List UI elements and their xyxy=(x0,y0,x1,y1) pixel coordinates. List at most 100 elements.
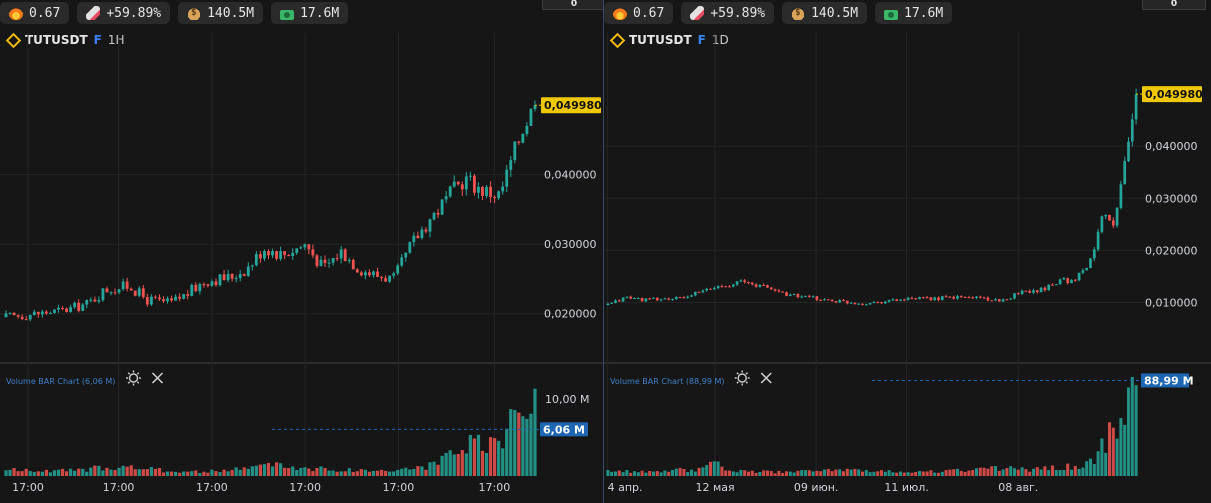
chart-panel-1d[interactable]: 0.67 +59.89% 140.5M 17.6M 0 TUTUSDT F 1D… xyxy=(604,0,1211,503)
volume-bar xyxy=(1012,468,1017,476)
candle-body xyxy=(359,272,363,276)
timeframe-label[interactable]: 1H xyxy=(107,33,125,47)
volume-bar xyxy=(921,471,925,476)
candle-body xyxy=(636,298,640,300)
close-icon xyxy=(760,372,772,384)
chart-toggle-button[interactable]: 0 xyxy=(1142,0,1206,10)
candle-body xyxy=(287,255,291,257)
symbol-label[interactable]: TUTUSDT xyxy=(25,33,88,47)
volume-bar xyxy=(52,470,57,476)
y-axis-tick-label: 0,020000 xyxy=(544,308,597,321)
candle-body xyxy=(141,288,145,297)
cash-icon xyxy=(280,10,295,20)
volume-bar xyxy=(315,467,319,476)
volume-bar xyxy=(283,467,287,476)
volume-bar xyxy=(186,471,190,476)
candle-body xyxy=(766,285,769,288)
volume-bar xyxy=(997,470,1001,476)
candle-body xyxy=(129,288,133,291)
candle-body xyxy=(32,311,36,316)
volume-bar xyxy=(701,467,705,476)
candle-body xyxy=(65,308,69,313)
candle-body xyxy=(621,297,625,302)
candle-body xyxy=(420,229,424,238)
candle-body xyxy=(283,251,287,256)
candle-body xyxy=(815,296,819,300)
volume-bar xyxy=(1126,387,1131,476)
volume-bar xyxy=(218,472,222,476)
volume-bar xyxy=(754,472,758,476)
volume-bar xyxy=(145,469,149,476)
candle-body xyxy=(16,315,20,317)
volume-bar xyxy=(621,472,625,476)
candle-body xyxy=(834,301,838,303)
volume-bar xyxy=(497,440,501,476)
candle-body xyxy=(1054,284,1058,286)
volume-bar xyxy=(914,472,918,476)
volume-bar xyxy=(1005,468,1009,476)
candle-body xyxy=(258,254,262,259)
candle-body xyxy=(40,311,44,315)
volume-bar xyxy=(712,461,716,476)
panel-divider[interactable] xyxy=(603,0,604,503)
candle-body xyxy=(785,292,788,296)
symbol-label[interactable]: TUTUSDT xyxy=(629,33,692,47)
volume-bar xyxy=(299,467,303,476)
volume-bar xyxy=(693,471,697,476)
chart-panel-1h[interactable]: 0.67 +59.89% 140.5M 17.6M 0 TUTUSDT F 1H… xyxy=(0,0,603,503)
volume-bar xyxy=(400,468,404,476)
volume-bar xyxy=(420,466,424,476)
candle-body xyxy=(529,109,533,126)
candle-body xyxy=(804,295,807,297)
candle-body xyxy=(709,288,712,290)
volume-bar xyxy=(830,471,834,476)
candle-body xyxy=(388,275,392,282)
candle-body xyxy=(773,289,777,291)
volume-bar xyxy=(990,466,994,476)
x-axis-tick-label: 17:00 xyxy=(383,481,415,494)
volume-bar xyxy=(456,453,460,476)
candle-body xyxy=(1085,267,1089,271)
volume-bar xyxy=(883,471,887,476)
volume-bar xyxy=(1050,465,1055,476)
candle-body xyxy=(162,299,165,302)
volume-bar xyxy=(303,467,307,476)
candle-body xyxy=(849,302,853,304)
chart-toggle-button[interactable]: 0 xyxy=(542,0,603,10)
volume-bar xyxy=(355,471,359,476)
candle-body xyxy=(85,300,89,305)
chart-header: TUTUSDT F 1H xyxy=(5,32,125,48)
volume-bar xyxy=(129,465,133,476)
volume-bar xyxy=(807,470,811,476)
x-axis-tick-label: 17:00 xyxy=(479,481,511,494)
volume-bar xyxy=(655,471,659,476)
price-chart-1h[interactable]: 0,049980 0,020000 0,030000 0,040000 Volume B… xyxy=(0,0,603,503)
volume-bar xyxy=(178,472,182,476)
volume-bar xyxy=(339,471,343,476)
rocket-icon xyxy=(86,6,101,20)
candle-body xyxy=(963,296,967,298)
price-chart-1d[interactable]: 0,049980 0,010000 0,020000 0,030000 0,040000… xyxy=(604,0,1211,503)
candle-body xyxy=(113,292,117,294)
pane-separator[interactable] xyxy=(604,362,1211,364)
candle-body xyxy=(61,307,64,309)
volume-bar xyxy=(464,453,468,476)
candle-body xyxy=(489,186,492,197)
candle-body xyxy=(77,302,81,311)
candle-body xyxy=(533,105,537,110)
candle-body xyxy=(343,249,347,262)
candle-body xyxy=(319,259,323,266)
candle-body xyxy=(218,274,222,286)
volume-bar xyxy=(982,467,986,476)
candle-body xyxy=(629,296,633,299)
candle-body xyxy=(659,299,663,301)
candle-body xyxy=(614,300,617,304)
volume-bar xyxy=(967,470,971,476)
volume-bar xyxy=(606,469,610,476)
volume-bar xyxy=(133,469,137,476)
candle-body xyxy=(505,169,509,187)
candle-body xyxy=(339,249,343,259)
timeframe-label[interactable]: 1D xyxy=(711,33,729,47)
candle-body xyxy=(971,297,975,299)
pane-separator[interactable] xyxy=(0,362,603,364)
